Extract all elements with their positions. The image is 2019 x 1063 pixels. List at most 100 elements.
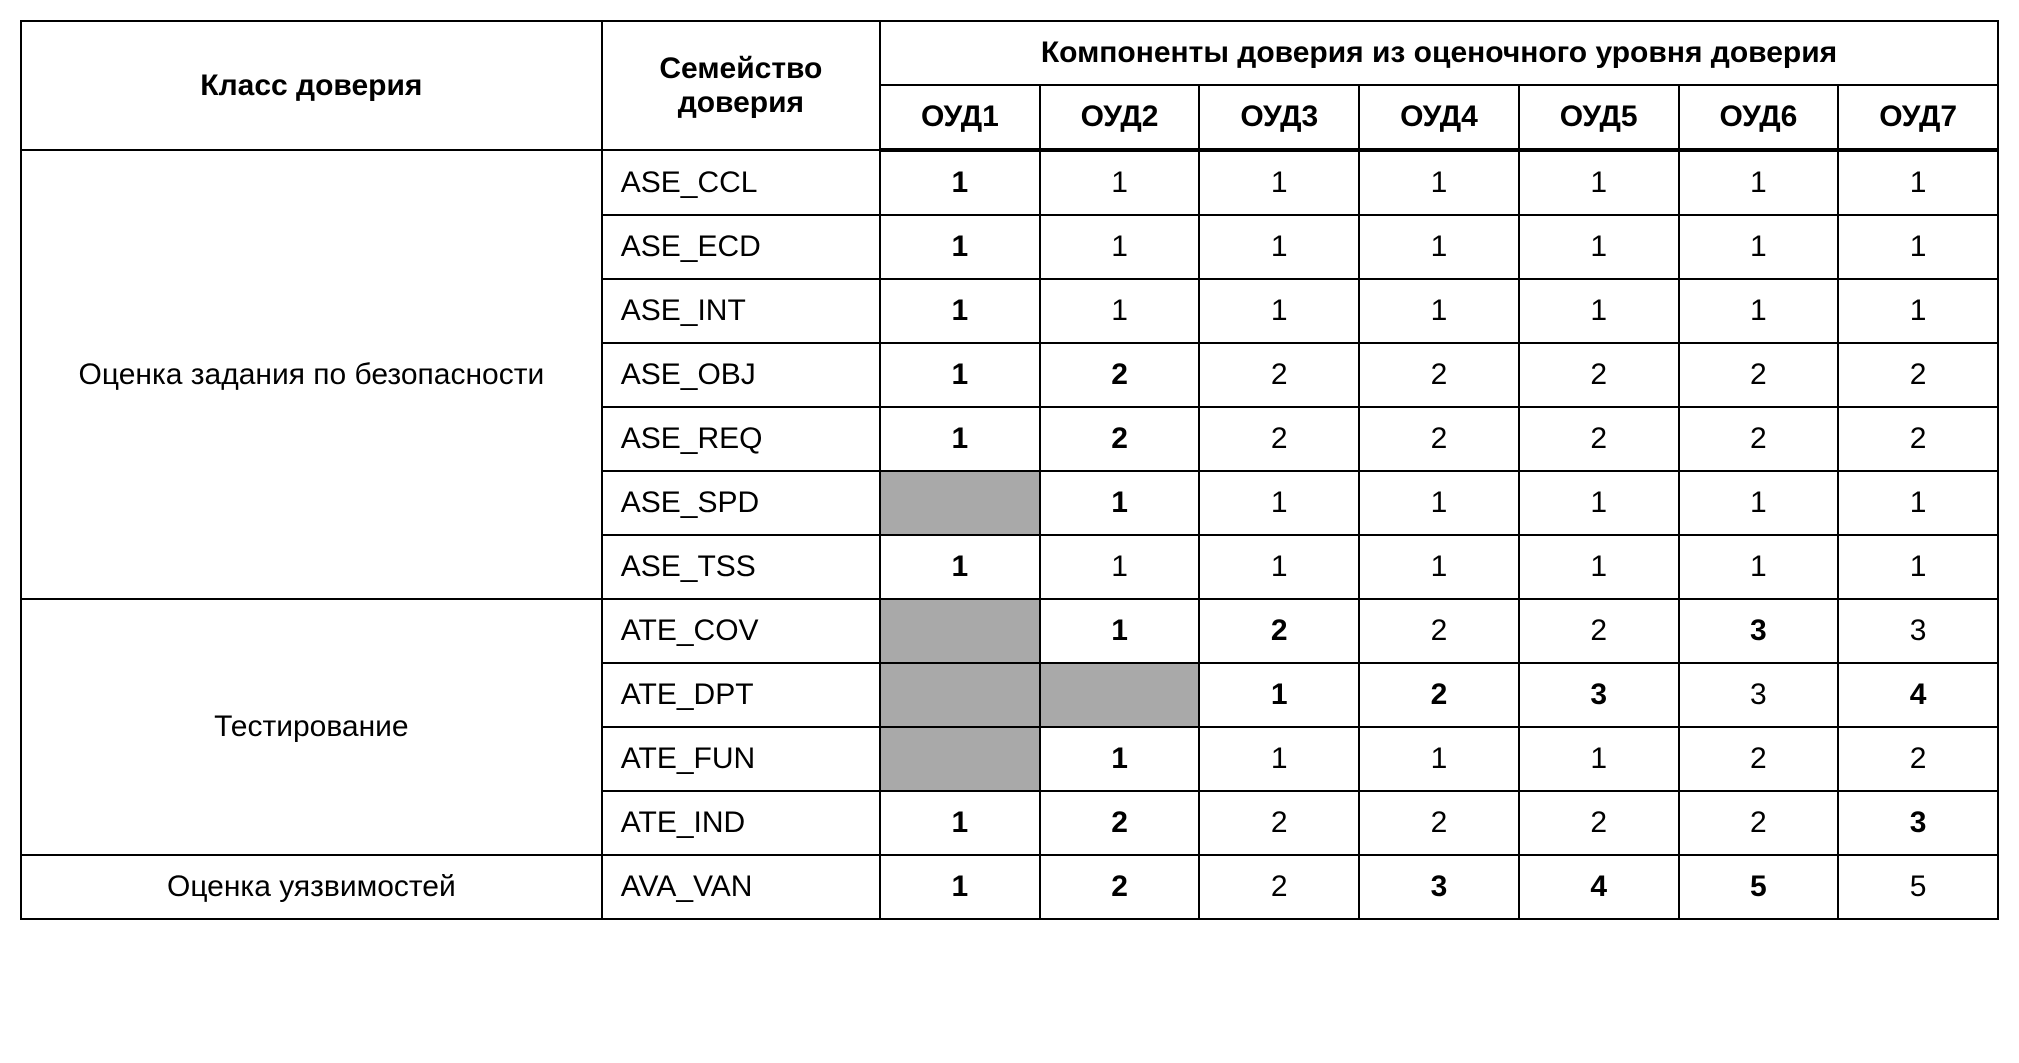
value-cell: 2: [1838, 727, 1998, 791]
value-cell: 1: [1359, 535, 1519, 599]
value-cell: 2: [1679, 727, 1839, 791]
assurance-table: Класс доверия Семейство доверия Компонен…: [20, 20, 1999, 920]
family-cell: ASE_REQ: [602, 407, 880, 471]
value-cell: 2: [1040, 343, 1200, 407]
value-cell: 3: [1838, 599, 1998, 663]
value-cell: 1: [1040, 150, 1200, 215]
value-cell: 1: [880, 855, 1040, 919]
family-cell: ATE_COV: [602, 599, 880, 663]
header-oud-6: ОУД6: [1679, 85, 1839, 150]
value-cell: 2: [1838, 343, 1998, 407]
value-cell: 1: [1040, 471, 1200, 535]
value-cell: 1: [1838, 535, 1998, 599]
value-cell: 1: [1040, 535, 1200, 599]
header-oud-2: ОУД2: [1040, 85, 1200, 150]
value-cell: 2: [1679, 343, 1839, 407]
value-cell: 1: [1679, 535, 1839, 599]
value-cell: 1: [1679, 215, 1839, 279]
value-cell: 3: [1359, 855, 1519, 919]
value-cell: 1: [1679, 279, 1839, 343]
value-cell: 2: [1679, 791, 1839, 855]
table-row: Оценка задания по безопасностиASE_CCL111…: [21, 150, 1998, 215]
value-cell: 2: [1519, 407, 1679, 471]
value-cell: 2: [1519, 343, 1679, 407]
value-cell: 1: [1199, 279, 1359, 343]
class-cell: Оценка уязвимостей: [21, 855, 602, 919]
value-cell: 1: [880, 150, 1040, 215]
value-cell: 1: [1838, 279, 1998, 343]
value-cell: 1: [1679, 150, 1839, 215]
value-cell: 2: [1359, 343, 1519, 407]
value-cell: 2: [1199, 599, 1359, 663]
value-cell: 3: [1679, 663, 1839, 727]
table-body: Оценка задания по безопасностиASE_CCL111…: [21, 150, 1998, 919]
value-cell: 1: [880, 535, 1040, 599]
value-cell: 1: [1359, 279, 1519, 343]
value-cell: 2: [1359, 663, 1519, 727]
value-cell: 1: [1519, 727, 1679, 791]
family-cell: ASE_ECD: [602, 215, 880, 279]
header-oud-5: ОУД5: [1519, 85, 1679, 150]
value-cell: 1: [880, 407, 1040, 471]
header-family: Семейство доверия: [602, 21, 880, 150]
class-cell: Тестирование: [21, 599, 602, 855]
value-cell: 1: [1359, 471, 1519, 535]
value-cell: [880, 663, 1040, 727]
table-header: Класс доверия Семейство доверия Компонен…: [21, 21, 1998, 150]
value-cell: 2: [1838, 407, 1998, 471]
value-cell: 2: [1519, 599, 1679, 663]
value-cell: 1: [1679, 471, 1839, 535]
value-cell: 2: [1040, 855, 1200, 919]
value-cell: 2: [1359, 599, 1519, 663]
value-cell: 2: [1199, 407, 1359, 471]
value-cell: 1: [1519, 535, 1679, 599]
value-cell: 1: [880, 215, 1040, 279]
value-cell: 2: [1679, 407, 1839, 471]
value-cell: 1: [1040, 599, 1200, 663]
value-cell: 1: [880, 791, 1040, 855]
header-oud-3: ОУД3: [1199, 85, 1359, 150]
value-cell: 2: [1199, 855, 1359, 919]
value-cell: 1: [1040, 727, 1200, 791]
value-cell: 2: [1199, 791, 1359, 855]
family-cell: ASE_OBJ: [602, 343, 880, 407]
value-cell: 4: [1838, 663, 1998, 727]
value-cell: 2: [1199, 343, 1359, 407]
value-cell: 1: [1519, 215, 1679, 279]
value-cell: 1: [1838, 471, 1998, 535]
value-cell: 1: [1199, 150, 1359, 215]
value-cell: 1: [1519, 471, 1679, 535]
value-cell: [880, 599, 1040, 663]
value-cell: 1: [880, 343, 1040, 407]
value-cell: [880, 727, 1040, 791]
value-cell: 2: [1040, 407, 1200, 471]
header-components-group: Компоненты доверия из оценочного уровня …: [880, 21, 1998, 85]
family-cell: ASE_INT: [602, 279, 880, 343]
value-cell: [880, 471, 1040, 535]
value-cell: 1: [1199, 471, 1359, 535]
value-cell: 2: [1040, 791, 1200, 855]
header-oud-4: ОУД4: [1359, 85, 1519, 150]
value-cell: [1040, 663, 1200, 727]
value-cell: 4: [1519, 855, 1679, 919]
value-cell: 1: [1040, 279, 1200, 343]
value-cell: 1: [1359, 727, 1519, 791]
value-cell: 1: [1519, 150, 1679, 215]
header-oud-7: ОУД7: [1838, 85, 1998, 150]
value-cell: 3: [1679, 599, 1839, 663]
value-cell: 3: [1838, 791, 1998, 855]
value-cell: 2: [1519, 791, 1679, 855]
family-cell: ASE_CCL: [602, 150, 880, 215]
value-cell: 5: [1838, 855, 1998, 919]
value-cell: 1: [1199, 727, 1359, 791]
family-cell: ATE_DPT: [602, 663, 880, 727]
value-cell: 3: [1519, 663, 1679, 727]
value-cell: 5: [1679, 855, 1839, 919]
family-cell: AVA_VAN: [602, 855, 880, 919]
value-cell: 1: [880, 279, 1040, 343]
header-class: Класс доверия: [21, 21, 602, 150]
class-cell: Оценка задания по безопасности: [21, 150, 602, 599]
value-cell: 1: [1519, 279, 1679, 343]
family-cell: ASE_SPD: [602, 471, 880, 535]
value-cell: 1: [1199, 535, 1359, 599]
